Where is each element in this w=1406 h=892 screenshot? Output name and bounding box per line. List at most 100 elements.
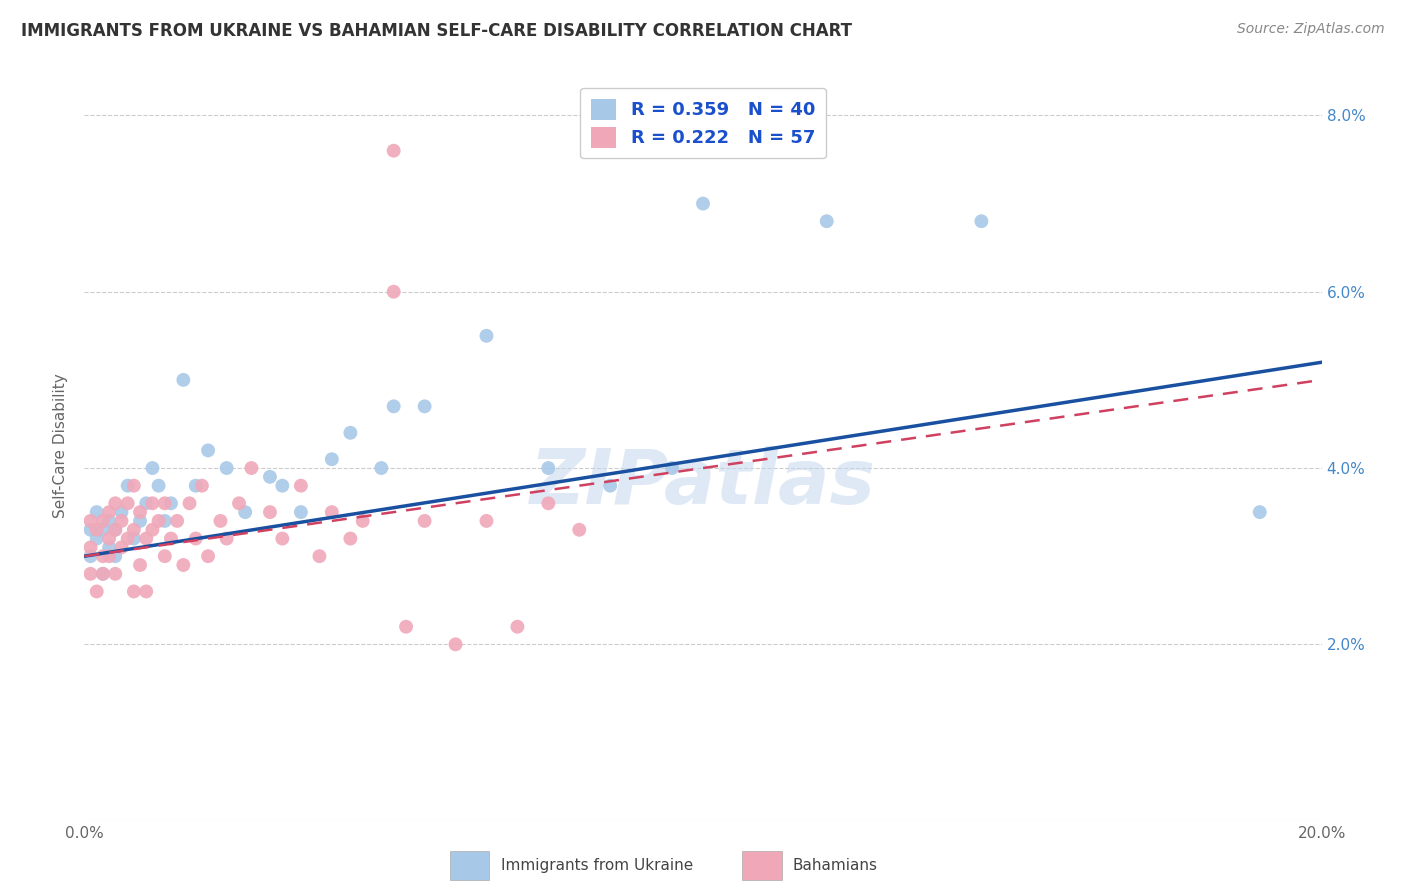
Point xyxy=(382,400,405,414)
Point xyxy=(79,566,101,581)
Point xyxy=(91,549,114,564)
Point xyxy=(271,478,294,492)
Point xyxy=(537,496,560,510)
Point xyxy=(240,461,263,475)
Point xyxy=(104,523,127,537)
Point xyxy=(179,496,201,510)
Point xyxy=(395,620,418,634)
Point xyxy=(970,214,993,228)
Point xyxy=(197,443,219,458)
Point xyxy=(215,532,238,546)
Bar xyxy=(742,851,782,880)
Point xyxy=(86,523,108,537)
Point xyxy=(184,478,207,492)
Point xyxy=(197,549,219,564)
Point xyxy=(122,532,145,546)
Point xyxy=(172,558,194,572)
Legend: R = 0.359   N = 40, R = 0.222   N = 57: R = 0.359 N = 40, R = 0.222 N = 57 xyxy=(581,88,825,159)
Y-axis label: Self-Care Disability: Self-Care Disability xyxy=(53,374,69,518)
Point xyxy=(110,541,132,555)
Point xyxy=(661,461,683,475)
Point xyxy=(166,514,188,528)
Point xyxy=(160,532,183,546)
Point xyxy=(129,505,152,519)
Text: IMMIGRANTS FROM UKRAINE VS BAHAMIAN SELF-CARE DISABILITY CORRELATION CHART: IMMIGRANTS FROM UKRAINE VS BAHAMIAN SELF… xyxy=(21,22,852,40)
Point xyxy=(129,558,152,572)
Point xyxy=(104,549,127,564)
Text: Source: ZipAtlas.com: Source: ZipAtlas.com xyxy=(1237,22,1385,37)
Point xyxy=(172,373,194,387)
Text: Immigrants from Ukraine: Immigrants from Ukraine xyxy=(501,858,693,872)
Point xyxy=(141,523,163,537)
Point xyxy=(98,514,121,528)
Point xyxy=(599,478,621,492)
Point xyxy=(79,514,101,528)
Point xyxy=(537,461,560,475)
Point xyxy=(135,584,157,599)
Point xyxy=(104,523,127,537)
Point xyxy=(321,505,343,519)
Point xyxy=(153,549,176,564)
Point xyxy=(117,532,139,546)
Point xyxy=(86,505,108,519)
Point xyxy=(79,549,101,564)
Point xyxy=(382,144,405,158)
Point xyxy=(153,496,176,510)
Point xyxy=(86,584,108,599)
Point xyxy=(228,496,250,510)
Point xyxy=(259,505,281,519)
Point xyxy=(153,514,176,528)
Point xyxy=(506,620,529,634)
Point xyxy=(815,214,838,228)
Point xyxy=(110,514,132,528)
Point xyxy=(79,541,101,555)
Point xyxy=(271,532,294,546)
Point xyxy=(568,523,591,537)
Point xyxy=(98,549,121,564)
Point xyxy=(475,514,498,528)
Point xyxy=(91,566,114,581)
Point xyxy=(98,541,121,555)
Point xyxy=(86,532,108,546)
Point xyxy=(141,496,163,510)
Point xyxy=(209,514,232,528)
Point xyxy=(122,478,145,492)
Point xyxy=(117,496,139,510)
Point xyxy=(98,505,121,519)
Point xyxy=(91,523,114,537)
Point xyxy=(339,532,361,546)
Point xyxy=(122,523,145,537)
Point xyxy=(135,532,157,546)
Point xyxy=(135,496,157,510)
Point xyxy=(370,461,392,475)
Point xyxy=(129,514,152,528)
Text: Bahamians: Bahamians xyxy=(793,858,877,872)
Point xyxy=(104,496,127,510)
Point xyxy=(444,637,467,651)
Text: ZIPatlas: ZIPatlas xyxy=(530,447,876,520)
Point xyxy=(339,425,361,440)
Point xyxy=(692,196,714,211)
Point xyxy=(259,470,281,484)
Point xyxy=(1249,505,1271,519)
Point xyxy=(215,461,238,475)
Point xyxy=(98,532,121,546)
Point xyxy=(184,532,207,546)
Point xyxy=(290,505,312,519)
Point xyxy=(148,478,170,492)
Point xyxy=(91,514,114,528)
Point xyxy=(122,584,145,599)
Point xyxy=(104,566,127,581)
Point xyxy=(475,328,498,343)
Point xyxy=(352,514,374,528)
Point xyxy=(117,478,139,492)
Bar xyxy=(450,851,489,880)
Point xyxy=(160,496,183,510)
Point xyxy=(413,400,436,414)
Point xyxy=(79,523,101,537)
Point xyxy=(191,478,214,492)
Point xyxy=(148,514,170,528)
Point xyxy=(91,566,114,581)
Point xyxy=(321,452,343,467)
Point xyxy=(141,461,163,475)
